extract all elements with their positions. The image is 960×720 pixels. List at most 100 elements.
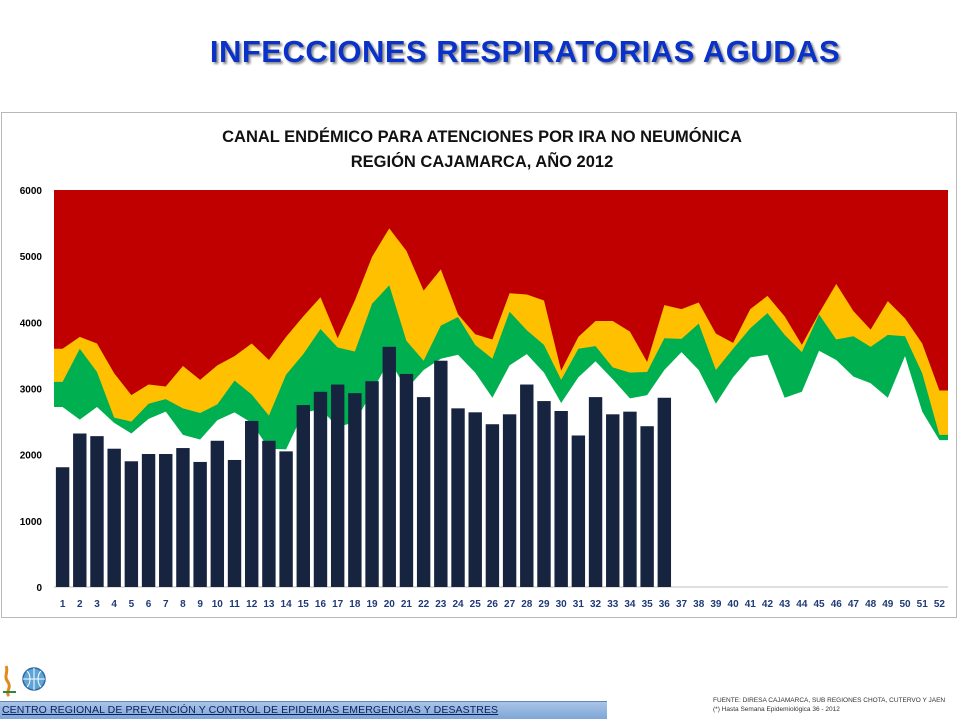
x-tick-label: 41 bbox=[745, 599, 757, 610]
x-tick-label: 16 bbox=[315, 599, 327, 610]
case-bar bbox=[588, 397, 603, 587]
x-tick-label: 51 bbox=[917, 599, 929, 610]
chart-title-line2: REGIÓN CAJAMARCA, AÑO 2012 bbox=[351, 151, 614, 171]
x-tick-label: 23 bbox=[435, 599, 447, 610]
case-bar bbox=[227, 459, 242, 587]
x-tick-label: 40 bbox=[728, 599, 740, 610]
x-tick-label: 21 bbox=[401, 599, 413, 610]
x-tick-label: 17 bbox=[332, 599, 344, 610]
x-tick-label: 14 bbox=[281, 599, 293, 610]
x-tick-label: 48 bbox=[865, 599, 877, 610]
case-bar bbox=[262, 440, 276, 587]
case-bar bbox=[159, 454, 173, 587]
x-tick-label: 32 bbox=[590, 599, 602, 610]
x-tick-label: 2 bbox=[77, 599, 83, 610]
case-bar bbox=[90, 436, 104, 587]
x-tick-label: 31 bbox=[573, 599, 585, 610]
y-tick-label: 4000 bbox=[20, 318, 43, 329]
x-tick-label: 38 bbox=[693, 599, 705, 610]
x-tick-label: 43 bbox=[779, 599, 791, 610]
case-bar bbox=[606, 414, 620, 587]
case-bar bbox=[554, 410, 568, 587]
case-bar bbox=[399, 373, 414, 587]
case-bar bbox=[571, 435, 586, 587]
x-tick-label: 44 bbox=[796, 599, 808, 610]
x-tick-label: 8 bbox=[180, 599, 186, 610]
case-bar bbox=[451, 408, 465, 587]
x-tick-label: 1 bbox=[60, 599, 66, 610]
case-bar bbox=[193, 461, 207, 587]
case-bar bbox=[210, 440, 225, 587]
x-tick-label: 36 bbox=[659, 599, 671, 610]
case-bar bbox=[245, 420, 259, 587]
case-bar bbox=[176, 448, 190, 587]
x-tick-label: 4 bbox=[111, 599, 117, 610]
x-tick-label: 50 bbox=[899, 599, 911, 610]
x-tick-label: 39 bbox=[710, 599, 722, 610]
endemic-channel-chart: CANAL ENDÉMICO PARA ATENCIONES POR IRA N… bbox=[20, 127, 948, 610]
x-tick-label: 30 bbox=[556, 599, 568, 610]
case-bar bbox=[485, 424, 500, 587]
case-bar bbox=[657, 397, 672, 587]
x-tick-label: 45 bbox=[813, 599, 825, 610]
x-tick-label: 42 bbox=[762, 599, 774, 610]
y-tick-label: 3000 bbox=[20, 385, 43, 396]
success-zone bbox=[54, 350, 948, 587]
case-bar bbox=[124, 461, 139, 587]
x-tick-label: 49 bbox=[882, 599, 894, 610]
x-tick-label: 35 bbox=[642, 599, 654, 610]
case-bar bbox=[640, 426, 654, 587]
chart-frame: CANAL ENDÉMICO PARA ATENCIONES POR IRA N… bbox=[1, 112, 957, 618]
institution-logo bbox=[3, 665, 46, 698]
case-bar bbox=[434, 360, 448, 587]
x-tick-label: 46 bbox=[831, 599, 843, 610]
x-tick-label: 22 bbox=[418, 599, 430, 610]
x-tick-label: 3 bbox=[94, 599, 100, 610]
x-tick-label: 47 bbox=[848, 599, 860, 610]
x-tick-label: 52 bbox=[934, 599, 946, 610]
x-tick-label: 13 bbox=[263, 599, 275, 610]
case-bar bbox=[382, 346, 396, 587]
case-bar bbox=[55, 467, 70, 587]
case-bar bbox=[537, 401, 551, 587]
footer-text: CENTRO REGIONAL DE PREVENCIÓN Y CONTROL … bbox=[2, 704, 499, 716]
case-bar bbox=[73, 433, 87, 587]
x-tick-label: 20 bbox=[384, 599, 396, 610]
source-footnote: (*) Hasta Semana Epidemiológica 36 - 201… bbox=[713, 706, 840, 713]
x-tick-label: 28 bbox=[521, 599, 533, 610]
case-bar bbox=[623, 411, 637, 587]
x-tick-label: 15 bbox=[298, 599, 310, 610]
case-bar bbox=[330, 384, 345, 587]
chart-title-line1: CANAL ENDÉMICO PARA ATENCIONES POR IRA N… bbox=[222, 127, 742, 146]
x-tick-label: 34 bbox=[624, 599, 636, 610]
case-bar bbox=[348, 393, 362, 587]
x-tick-label: 11 bbox=[229, 599, 240, 610]
case-bar bbox=[141, 454, 156, 587]
slide-title: INFECCIONES RESPIRATORIAS AGUDAS bbox=[209, 34, 841, 69]
case-bar bbox=[520, 384, 534, 587]
case-bar bbox=[279, 451, 293, 587]
case-bar bbox=[313, 391, 328, 587]
case-bar bbox=[107, 448, 121, 587]
x-tick-label: 33 bbox=[607, 599, 619, 610]
x-tick-label: 9 bbox=[197, 599, 203, 610]
case-bar bbox=[416, 397, 431, 587]
x-tick-label: 10 bbox=[212, 599, 224, 610]
source-line: FUENTE: DIRESA CAJAMARCA, SUB REGIONES C… bbox=[713, 697, 946, 704]
case-bar bbox=[365, 381, 379, 587]
x-tick-label: 27 bbox=[504, 599, 516, 610]
x-tick-label: 19 bbox=[366, 599, 378, 610]
x-tick-label: 6 bbox=[146, 599, 152, 610]
x-tick-label: 18 bbox=[349, 599, 361, 610]
case-bar bbox=[468, 412, 482, 587]
y-tick-label: 0 bbox=[36, 583, 42, 594]
footer-bar: CENTRO REGIONAL DE PREVENCIÓN Y CONTROL … bbox=[0, 701, 607, 719]
x-tick-label: 26 bbox=[487, 599, 499, 610]
x-tick-label: 25 bbox=[470, 599, 482, 610]
x-tick-label: 7 bbox=[163, 599, 169, 610]
y-tick-label: 6000 bbox=[20, 186, 43, 197]
x-tick-label: 37 bbox=[676, 599, 688, 610]
x-tick-label: 5 bbox=[129, 599, 135, 610]
case-bar bbox=[502, 414, 517, 587]
case-bar bbox=[296, 405, 310, 587]
